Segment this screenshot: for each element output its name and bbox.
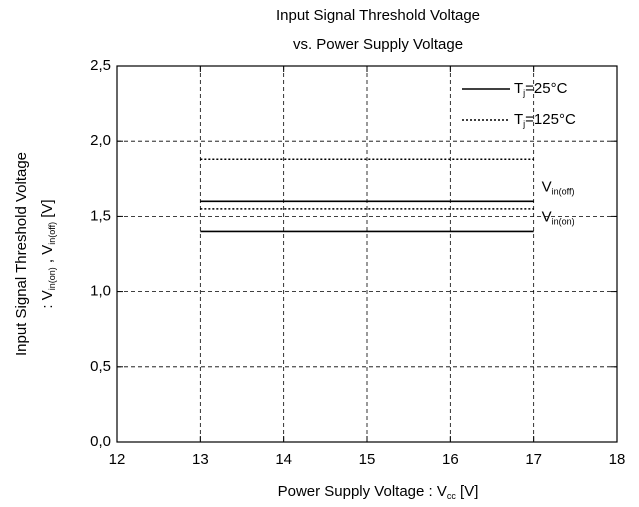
x-axis-label-part: [V] <box>456 483 479 500</box>
y-tick-label: 2,0 <box>90 132 111 149</box>
y-axis-label-part: [V] <box>39 199 56 222</box>
x-tick-label: 15 <box>359 451 376 468</box>
x-tick-label: 17 <box>525 451 542 468</box>
x-tick-label: 13 <box>192 451 209 468</box>
chart-subtitle: vs. Power Supply Voltage <box>293 36 463 53</box>
x-axis-label-part: Power Supply Voltage : V <box>278 483 447 500</box>
annotation-part: V <box>542 208 552 225</box>
y-axis-label-part: , V <box>39 245 56 268</box>
y-axis-label-part: : V <box>39 290 56 308</box>
x-tick-label: 14 <box>275 451 292 468</box>
chart-title: Input Signal Threshold Voltage <box>276 7 480 24</box>
x-tick-label: 16 <box>442 451 459 468</box>
annotation: Vin(off) <box>542 178 575 196</box>
legend-label-part: =25°C <box>525 80 567 97</box>
annotation-sub: in(off) <box>552 187 575 197</box>
y-axis-label-sub: in(off) <box>47 222 57 245</box>
annotation-sub: in(on) <box>552 217 575 227</box>
y-axis-label: : Vin(on) , Vin(off) [V] <box>39 199 57 308</box>
x-tick-label: 18 <box>609 451 626 468</box>
y-tick-label: 1,5 <box>90 207 111 224</box>
legend-label-sub: j <box>522 119 525 129</box>
y-tick-label: 1,0 <box>90 283 111 300</box>
x-tick-label: 12 <box>109 451 126 468</box>
legend-label: Tj=125°C <box>514 111 576 129</box>
y-axis-label: Input Signal Threshold Voltage <box>13 152 30 356</box>
y-tick-label: 0,5 <box>90 358 111 375</box>
annotation-part: V <box>542 178 552 195</box>
legend-label-part: T <box>514 111 523 128</box>
annotation: Vin(on) <box>542 208 575 226</box>
y-tick-label: 0,0 <box>90 433 111 450</box>
legend-label-sub: j <box>522 88 525 98</box>
y-tick-label: 2,5 <box>90 57 111 74</box>
plot-frame <box>116 65 618 443</box>
legend-label: Tj=25°C <box>514 80 568 98</box>
y-axis-label-sub: in(on) <box>47 267 57 290</box>
legend-label-part: T <box>514 80 523 97</box>
x-axis-label: Power Supply Voltage : Vcc [V] <box>278 483 479 501</box>
x-axis-label-sub: cc <box>447 491 457 501</box>
legend-label-part: =125°C <box>525 111 576 128</box>
